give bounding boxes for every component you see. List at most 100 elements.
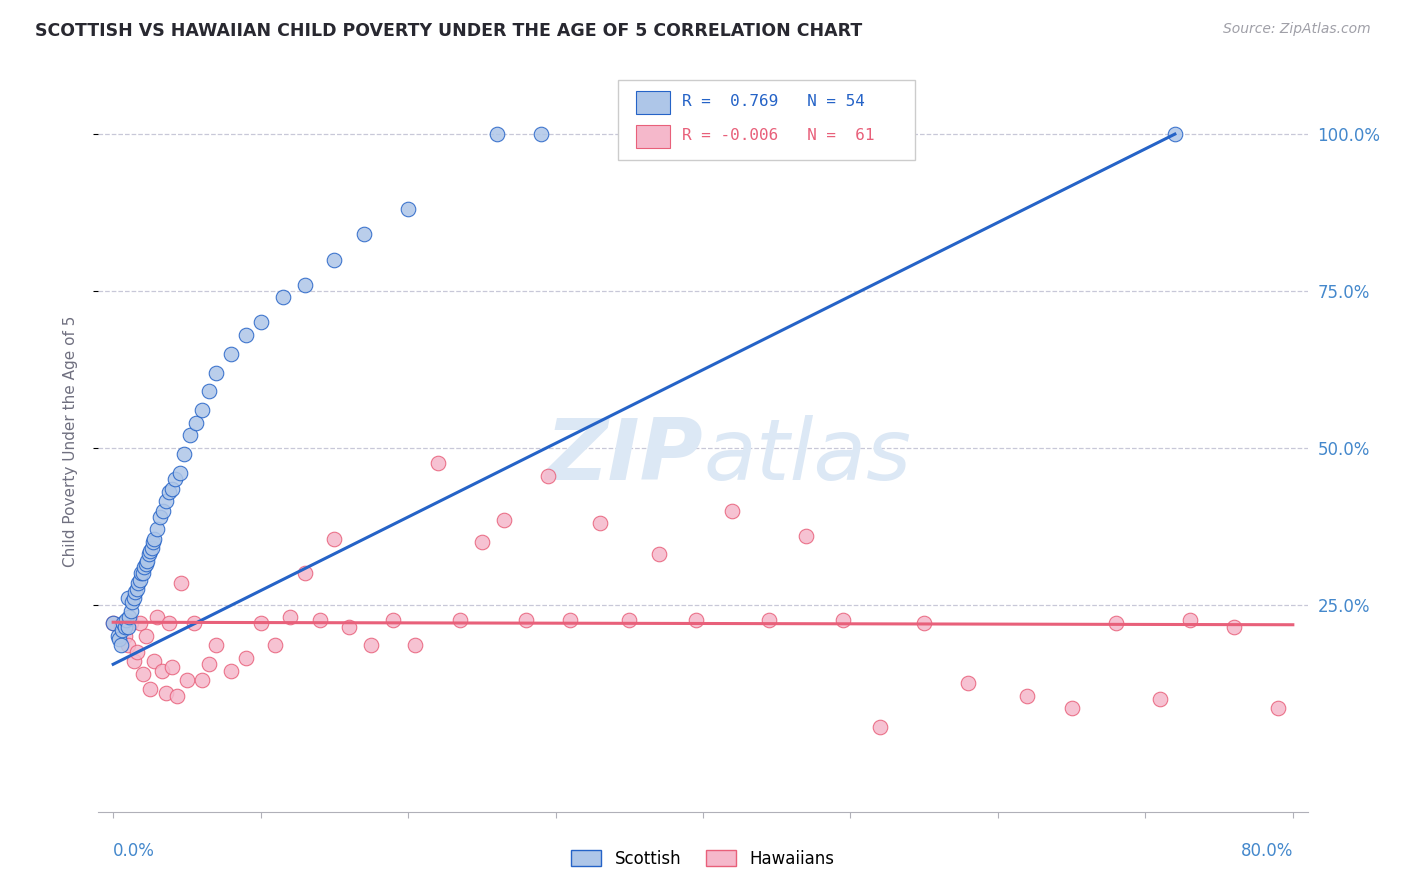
Point	[166, 689, 188, 703]
Text: 80.0%: 80.0%	[1240, 842, 1294, 860]
Point	[485, 127, 508, 141]
Point	[118, 610, 141, 624]
Point	[110, 639, 132, 653]
Point	[184, 416, 207, 430]
Point	[169, 466, 191, 480]
Point	[134, 560, 156, 574]
Point	[912, 616, 935, 631]
Point	[135, 629, 157, 643]
Point	[135, 557, 157, 571]
Point	[122, 591, 145, 606]
Point	[515, 613, 537, 627]
Point	[271, 290, 294, 304]
Point	[530, 127, 553, 141]
Point	[155, 685, 177, 699]
Point	[537, 469, 560, 483]
Point	[117, 620, 139, 634]
Point	[323, 532, 346, 546]
Point	[160, 482, 183, 496]
Point	[264, 639, 287, 653]
Point	[149, 509, 172, 524]
Point	[143, 654, 166, 668]
Point	[235, 651, 257, 665]
Point	[396, 202, 419, 217]
Point	[1017, 689, 1039, 703]
Point	[146, 610, 169, 624]
Point	[648, 548, 671, 562]
Point	[142, 535, 165, 549]
Point	[170, 575, 193, 590]
Point	[1164, 127, 1187, 141]
Point	[165, 472, 187, 486]
Point	[190, 403, 212, 417]
Point	[107, 629, 129, 643]
Point	[1267, 701, 1289, 715]
Point	[131, 666, 153, 681]
Point	[1149, 691, 1171, 706]
Point	[249, 616, 271, 631]
Point	[619, 613, 641, 627]
Point	[152, 503, 174, 517]
Point	[101, 616, 124, 631]
Legend: Scottish, Hawaiians: Scottish, Hawaiians	[565, 844, 841, 875]
Point	[308, 613, 330, 627]
Point	[117, 639, 139, 653]
Point	[183, 616, 205, 631]
Point	[101, 616, 124, 631]
Text: Source: ZipAtlas.com: Source: ZipAtlas.com	[1223, 22, 1371, 37]
Point	[1105, 616, 1128, 631]
Point	[492, 513, 515, 527]
Point	[111, 623, 134, 637]
Point	[794, 529, 817, 543]
Point	[112, 616, 135, 631]
Text: R = -0.006   N =  61: R = -0.006 N = 61	[682, 128, 875, 144]
Bar	[637, 91, 671, 113]
Point	[125, 582, 148, 596]
Point	[323, 252, 346, 267]
Point	[129, 566, 152, 581]
Text: atlas: atlas	[703, 415, 911, 498]
Point	[205, 639, 228, 653]
Point	[150, 664, 173, 678]
Point	[633, 127, 655, 141]
Point	[173, 447, 195, 461]
Point	[832, 613, 855, 627]
Point	[155, 494, 177, 508]
Point	[249, 315, 271, 329]
Point	[1223, 620, 1246, 634]
Point	[138, 548, 160, 562]
Point	[120, 604, 142, 618]
Point	[157, 616, 180, 631]
Point	[121, 594, 143, 608]
Point	[205, 366, 228, 380]
Point	[128, 616, 150, 631]
Point	[360, 639, 382, 653]
Point	[404, 639, 426, 653]
Point	[139, 544, 162, 558]
Point	[114, 620, 136, 634]
Point	[560, 613, 582, 627]
Point	[160, 660, 183, 674]
Point	[114, 629, 136, 643]
Point	[141, 541, 163, 556]
Point	[122, 654, 145, 668]
Point	[471, 535, 494, 549]
Point	[758, 613, 780, 627]
Point	[115, 613, 138, 627]
Point	[117, 591, 139, 606]
Point	[157, 484, 180, 499]
Point	[198, 384, 221, 399]
Point	[120, 616, 142, 631]
Point	[382, 613, 405, 627]
Point	[685, 613, 707, 627]
Point	[143, 532, 166, 546]
Point	[219, 347, 242, 361]
Point	[136, 554, 159, 568]
Point	[131, 566, 153, 581]
Point	[139, 682, 162, 697]
Point	[353, 227, 375, 242]
Point	[179, 428, 201, 442]
FancyBboxPatch shape	[619, 80, 915, 161]
Text: 0.0%: 0.0%	[112, 842, 155, 860]
Point	[176, 673, 198, 687]
